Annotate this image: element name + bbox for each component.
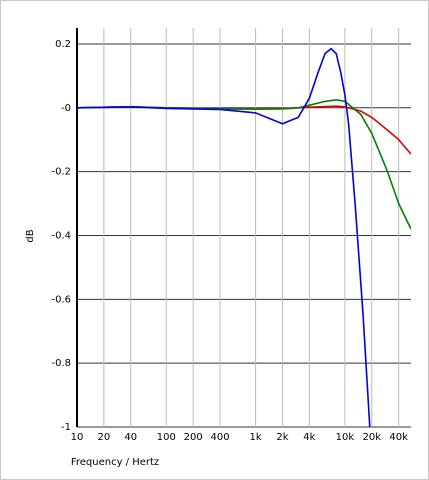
x-axis-label: Frequency / Hertz bbox=[71, 457, 159, 468]
y-tick-label: -1 bbox=[61, 422, 71, 433]
y-tick-label: -0 bbox=[61, 103, 71, 114]
y-tick-label: -0.2 bbox=[51, 167, 71, 178]
y-axis-label: dB bbox=[25, 229, 36, 242]
plot-lines bbox=[77, 47, 411, 428]
x-tick-label: 20 bbox=[98, 432, 111, 443]
x-tick-label: 100 bbox=[157, 432, 176, 443]
x-tick-label: 1k bbox=[250, 432, 262, 443]
y-tick-label: -0.4 bbox=[51, 230, 71, 241]
x-tick-label: 10k bbox=[336, 432, 355, 443]
x-tick-label: 400 bbox=[211, 432, 230, 443]
x-tick-label: 2k bbox=[276, 432, 288, 443]
x-tick-label: 4k bbox=[303, 432, 315, 443]
x-tick-label: 10 bbox=[71, 432, 84, 443]
y-tick-label: -0.8 bbox=[51, 358, 71, 369]
x-tick-label: 40 bbox=[124, 432, 137, 443]
y-tick-label: -0.6 bbox=[51, 294, 71, 305]
x-tick-label: 40k bbox=[389, 432, 408, 443]
series-line bbox=[77, 47, 371, 428]
y-tick-label: 0.2 bbox=[55, 39, 71, 50]
x-tick-label: 200 bbox=[184, 432, 203, 443]
x-tick-label: 20k bbox=[363, 432, 382, 443]
